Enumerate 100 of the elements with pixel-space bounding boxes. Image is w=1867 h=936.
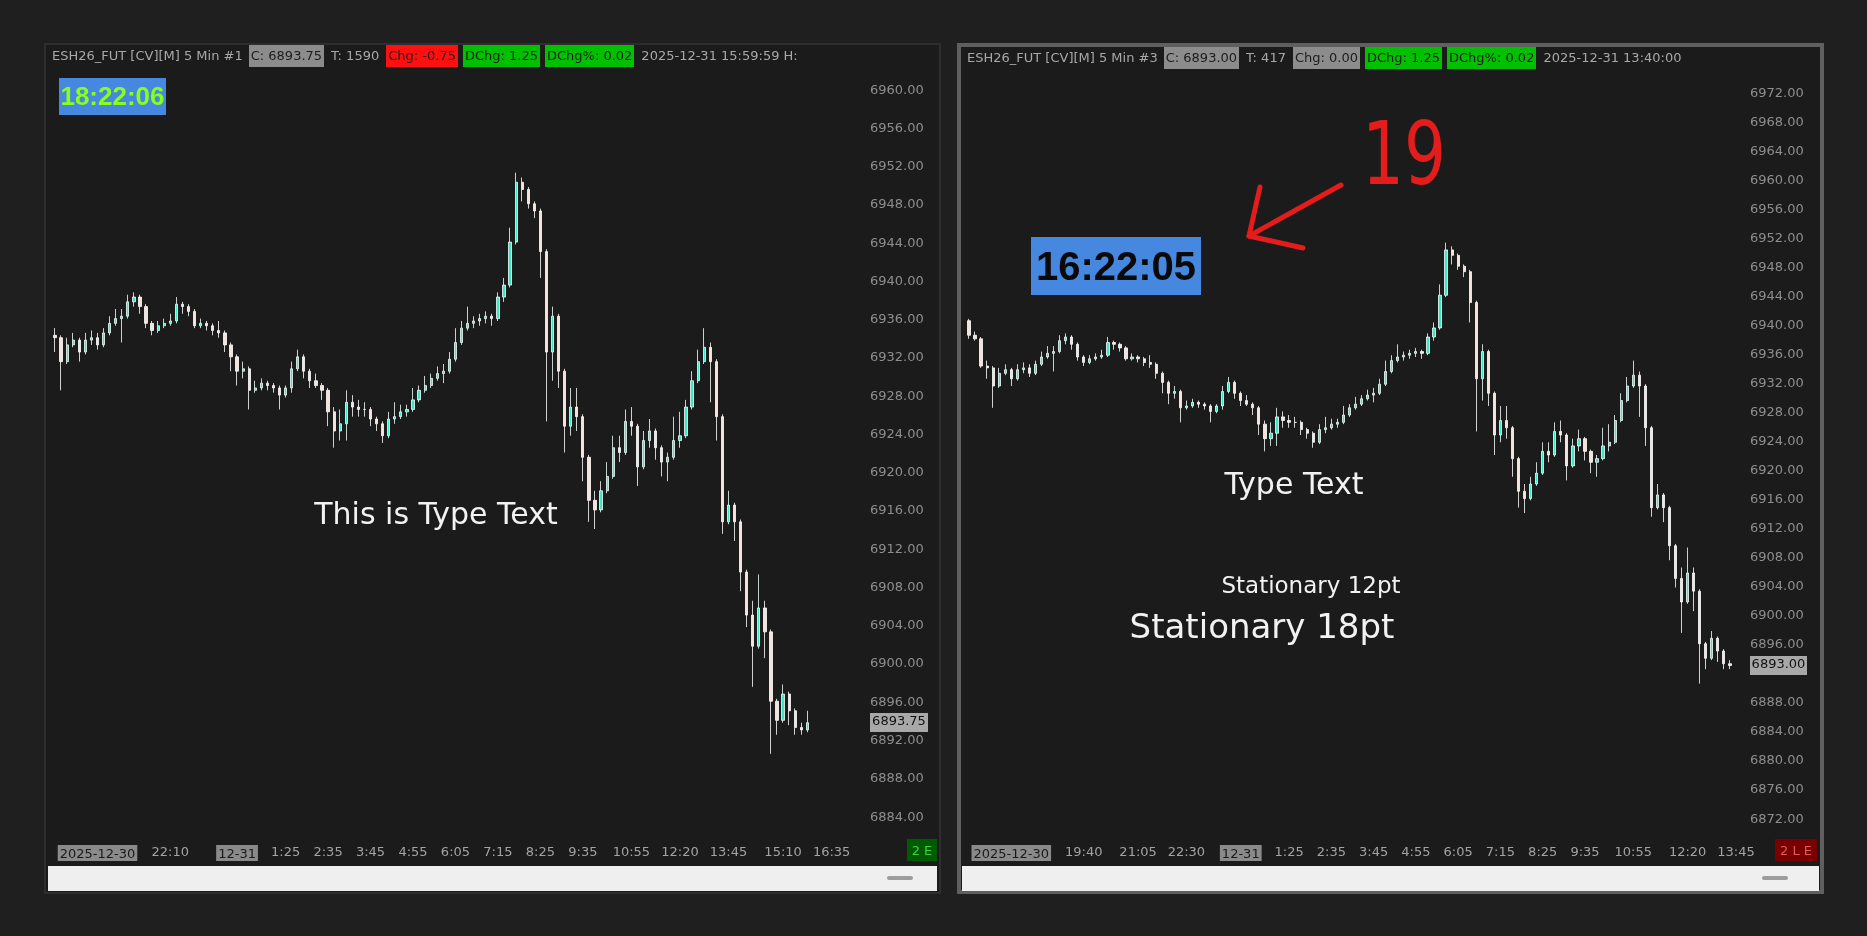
candlestick xyxy=(272,382,275,394)
candlestick xyxy=(1487,349,1490,407)
x-tick-label: 4:55 xyxy=(398,844,428,859)
candlestick xyxy=(757,574,760,649)
y-tick-label: 6956.00 xyxy=(870,119,924,135)
candlestick xyxy=(794,707,797,736)
y-tick-label: 6928.00 xyxy=(870,387,924,403)
candlestick xyxy=(763,600,767,659)
annotation: Type Text xyxy=(1224,465,1364,502)
candlestick xyxy=(1064,333,1067,345)
x-tick-label: 19:40 xyxy=(1065,844,1103,859)
text: DChg: 1.25 xyxy=(1364,47,1443,69)
y-tick-label: 6964.00 xyxy=(1750,142,1804,158)
candlestick xyxy=(53,327,57,353)
candlestick xyxy=(78,337,81,363)
candlestick xyxy=(612,435,615,480)
text: Chg: 0.00 xyxy=(1292,47,1360,69)
candlestick xyxy=(1070,334,1073,351)
candlestick xyxy=(1046,345,1049,360)
candlestick xyxy=(1209,403,1212,423)
x-tick-label: 9:35 xyxy=(1570,844,1600,859)
candlestick xyxy=(448,351,451,374)
candlestick xyxy=(1632,360,1635,389)
text: T: 1590 xyxy=(330,47,381,65)
candlestick xyxy=(1722,648,1725,670)
candlestick xyxy=(399,404,402,420)
candlestick xyxy=(678,411,682,449)
candlestick xyxy=(508,227,512,288)
candlestick xyxy=(636,423,639,487)
candlestick xyxy=(1016,363,1019,381)
candlestick xyxy=(1511,425,1514,478)
candlestick xyxy=(59,334,63,391)
candlestick xyxy=(1281,411,1285,429)
candlestick xyxy=(1614,414,1617,445)
candlestick xyxy=(308,368,311,389)
candlestick xyxy=(684,399,688,439)
candlestick xyxy=(998,367,1001,389)
candlestick xyxy=(1716,636,1719,663)
candlestick xyxy=(157,320,160,334)
x-tick-label: 10:55 xyxy=(612,844,651,859)
candlestick xyxy=(648,418,651,449)
candlestick xyxy=(223,330,227,353)
candlestick xyxy=(187,303,190,317)
candlestick xyxy=(1197,400,1200,409)
candlestick xyxy=(72,332,75,348)
candlestick xyxy=(169,313,172,327)
candlestick xyxy=(727,490,730,525)
candlestick xyxy=(163,318,166,329)
candlestick xyxy=(375,416,378,432)
candlestick xyxy=(175,296,178,324)
candlestick xyxy=(1481,343,1484,401)
candlestick xyxy=(1136,354,1140,363)
candlestick xyxy=(1710,630,1713,661)
candlestick xyxy=(1251,401,1254,416)
y-tick-label: 6920.00 xyxy=(870,464,924,480)
candlestick xyxy=(1650,425,1653,518)
candlestick xyxy=(1686,547,1689,605)
x-tick-label: 2025-12-30 xyxy=(973,846,1050,861)
y-tick-label: 6940.00 xyxy=(1750,316,1804,332)
candlestick xyxy=(715,358,718,441)
y-tick-label: 6932.00 xyxy=(1750,374,1804,390)
candlestick xyxy=(1094,352,1097,362)
candlestick xyxy=(1294,416,1297,429)
candlestick xyxy=(1505,405,1508,440)
candlestick xyxy=(1245,394,1248,407)
candlestick xyxy=(260,377,263,391)
text: 2 E xyxy=(907,839,937,861)
x-tick-label: 6:05 xyxy=(1443,844,1473,859)
candlestick xyxy=(569,387,572,437)
text: 2025-12-31 15:59:59 H: xyxy=(640,47,799,65)
candlestick xyxy=(1523,483,1526,514)
y-tick-label: 6972.00 xyxy=(1750,84,1804,100)
candlestick xyxy=(690,370,694,410)
y-tick-label: 6904.00 xyxy=(1750,578,1804,594)
x-tick-label: 1:25 xyxy=(1274,844,1304,859)
candlestick xyxy=(466,306,469,331)
text: DChg: 1.25 xyxy=(462,45,540,67)
candlestick xyxy=(1124,345,1128,362)
candlestick xyxy=(1728,659,1732,670)
candlestick xyxy=(973,331,977,342)
y-tick-label: 6932.00 xyxy=(870,349,924,365)
candlestick xyxy=(290,361,293,394)
candlestick xyxy=(302,354,305,379)
x-tick-label: 13:45 xyxy=(709,844,748,859)
y-tick-label: 6912.00 xyxy=(870,540,924,556)
candlestick xyxy=(739,519,742,592)
candlestick xyxy=(181,301,184,315)
candlestick xyxy=(217,320,220,339)
y-tick-label: 6960.00 xyxy=(1750,171,1804,187)
candlestick xyxy=(1704,641,1707,670)
candlestick xyxy=(1583,436,1587,461)
candlestick xyxy=(660,444,663,477)
candlestick xyxy=(1130,352,1134,362)
x-tick-label: 12-31 xyxy=(218,846,256,861)
candlestick xyxy=(1221,385,1224,411)
candlestick xyxy=(1595,454,1599,478)
candlestick xyxy=(1499,405,1502,443)
x-tick-label: 8:25 xyxy=(525,844,556,859)
candlestick xyxy=(1601,427,1605,461)
candlestick xyxy=(1167,380,1170,405)
